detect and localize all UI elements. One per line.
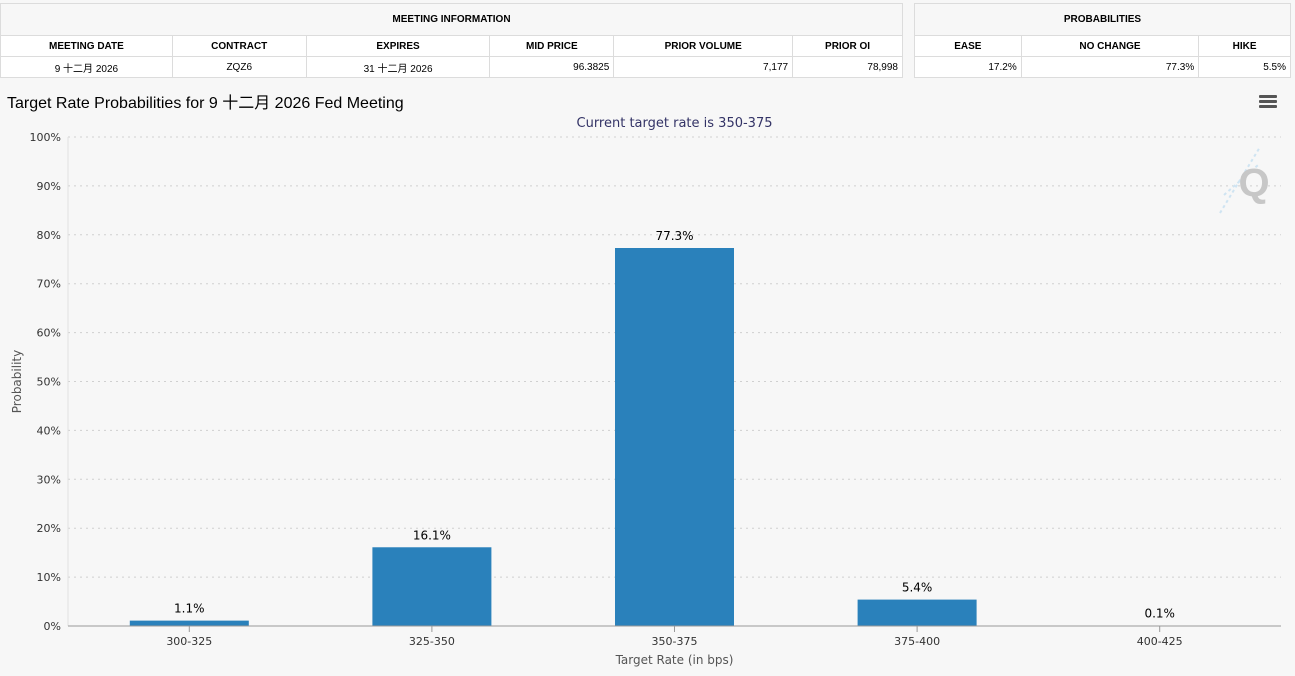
watermark-letter: Q (1238, 161, 1268, 205)
y-axis-title: Probability (10, 350, 24, 413)
hike-value: 5.5% (1198, 56, 1291, 78)
y-tick-label: 30% (37, 473, 61, 486)
y-tick-label: 50% (37, 376, 61, 389)
menu-line-icon (1259, 100, 1277, 103)
x-tick-label: 325-350 (409, 635, 455, 648)
y-tick-label: 90% (37, 180, 61, 193)
prior-oi-header: PRIOR OI (792, 35, 903, 57)
y-tick-label: 60% (37, 327, 61, 340)
x-tick-label: 350-375 (652, 635, 698, 648)
prior-volume-value: 7,177 (613, 56, 794, 78)
meeting-date-value: 9 十二月 2026 (0, 56, 173, 78)
y-tick-label: 80% (37, 229, 61, 242)
mid-price-value: 96.3825 (489, 56, 615, 78)
data-label: 77.3% (655, 229, 693, 243)
y-tick-label: 10% (37, 571, 61, 584)
ease-header: EASE (914, 35, 1022, 57)
contract-header: CONTRACT (171, 35, 307, 57)
meeting-date-header: MEETING DATE (0, 35, 173, 57)
bar-375-400 (857, 599, 977, 626)
y-tick-label: 70% (37, 278, 61, 291)
meeting-information-header: MEETING INFORMATION (0, 3, 903, 36)
data-label: 0.1% (1144, 607, 1175, 621)
y-tick-label: 100% (30, 131, 61, 144)
chart-title: Target Rate Probabilities for 9 十二月 2026… (7, 95, 404, 112)
y-tick-label: 40% (37, 424, 61, 437)
probabilities-header: PROBABILITIES (914, 3, 1291, 36)
y-tick-label: 20% (37, 522, 61, 535)
watermark-logo-icon: Q (1219, 146, 1268, 214)
prior-volume-header: PRIOR VOLUME (613, 35, 794, 57)
x-axis-title: Target Rate (in bps) (615, 653, 734, 667)
x-tick-label: 300-325 (166, 635, 212, 648)
data-label: 16.1% (413, 528, 451, 542)
expires-header: EXPIRES (305, 35, 491, 57)
expires-value: 31 十二月 2026 (305, 56, 491, 78)
prior-oi-value: 78,998 (792, 56, 903, 78)
x-tick-label: 375-400 (894, 635, 940, 648)
menu-line-icon (1259, 95, 1277, 98)
x-tick-label: 400-425 (1137, 635, 1183, 648)
probabilities-table: PROBABILITIES EASE NO CHANGE HIKE 17.2% … (914, 3, 1291, 78)
menu-line-icon (1259, 105, 1277, 108)
contract-value: ZQZ6 (171, 56, 307, 78)
no-change-value: 77.3% (1020, 56, 1200, 78)
bar-350-375 (615, 248, 734, 627)
data-label: 5.4% (902, 581, 933, 595)
meeting-information-table: MEETING INFORMATION MEETING DATE CONTRAC… (0, 3, 903, 78)
probability-bar-chart: 0% 10% 20% 30% 40% 50% 60% 70% 80% 90% 100% Current… (10, 116, 1281, 667)
chart-subtitle: Current target rate is 350-375 (577, 116, 773, 131)
bar-325-350 (372, 547, 492, 626)
chart-menu-button[interactable] (1259, 95, 1277, 109)
mid-price-header: MID PRICE (489, 35, 615, 57)
hike-header: HIKE (1198, 35, 1291, 57)
y-tick-label: 0% (44, 620, 61, 633)
no-change-header: NO CHANGE (1020, 35, 1200, 57)
data-label: 1.1% (174, 602, 205, 616)
ease-value: 17.2% (914, 56, 1022, 78)
bar-300-325 (129, 620, 249, 626)
